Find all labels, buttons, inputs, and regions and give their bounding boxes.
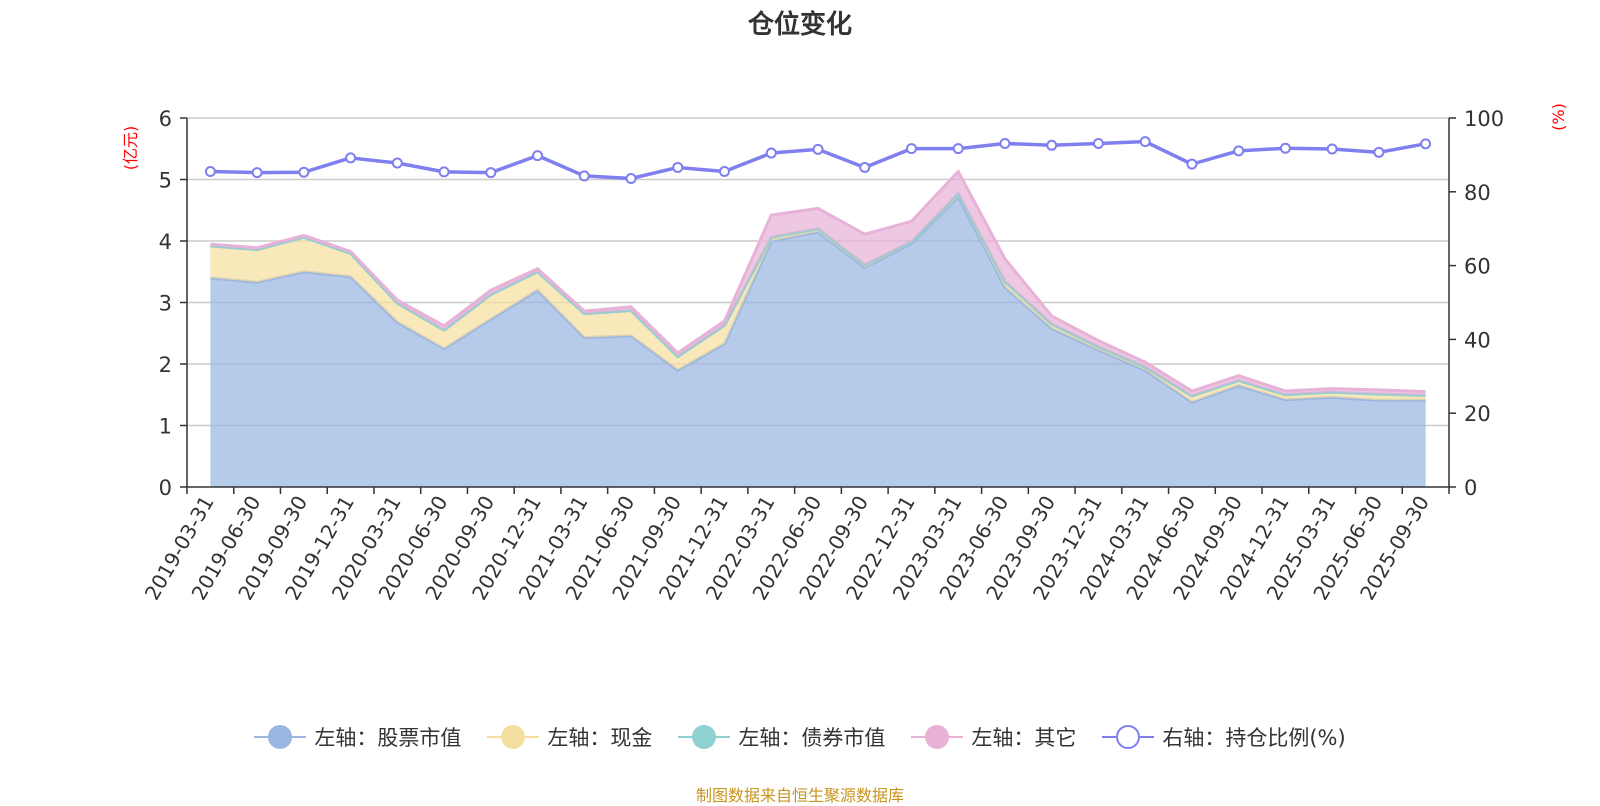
ratio-point bbox=[578, 170, 590, 182]
ratio-point bbox=[1186, 158, 1198, 170]
y-right-tick-label: 0 bbox=[1464, 476, 1477, 500]
y-left-tick-label: 6 bbox=[159, 107, 172, 131]
ratio-point bbox=[952, 143, 964, 155]
y-right-tick-label: 40 bbox=[1464, 328, 1491, 352]
legend-label-bond: 左轴：债券市值 bbox=[738, 726, 886, 750]
y-left-axis-label: (亿元) bbox=[121, 126, 140, 171]
legend-label-ratio: 右轴：持仓比例(%) bbox=[1162, 726, 1346, 750]
legend: 左轴：股票市值 左轴：现金 左轴：债券市值 左轴：其它 右轴：持仓比例(%) bbox=[0, 722, 1600, 752]
legend-item-bond[interactable]: 左轴：债券市值 bbox=[678, 722, 885, 752]
area-other bbox=[210, 171, 1426, 396]
y-right-tick-label: 80 bbox=[1464, 181, 1491, 205]
legend-marker-bond bbox=[678, 724, 731, 750]
ratio-point bbox=[905, 143, 917, 155]
legend-item-other[interactable]: 左轴：其它 bbox=[911, 722, 1076, 752]
y-right-tick-label: 20 bbox=[1464, 402, 1491, 426]
ratio-point bbox=[1279, 142, 1291, 154]
ratio-point bbox=[251, 167, 263, 179]
legend-label-other: 左轴：其它 bbox=[971, 726, 1077, 750]
legend-item-stock[interactable]: 左轴：股票市值 bbox=[254, 722, 461, 752]
legend-label-stock: 左轴：股票市值 bbox=[314, 726, 462, 750]
ratio-point bbox=[859, 161, 871, 173]
chart-title: 仓位变化 bbox=[747, 10, 852, 40]
ratio-point bbox=[765, 147, 777, 159]
ratio-point bbox=[672, 161, 684, 173]
source-note: 制图数据来自恒生聚源数据库 bbox=[695, 786, 904, 805]
ratio-point bbox=[1420, 138, 1432, 150]
ratio-point bbox=[204, 166, 216, 178]
y-right-axis-label: (%) bbox=[1549, 103, 1568, 131]
ratio-point bbox=[345, 152, 357, 164]
legend-label-cash: 左轴：现金 bbox=[547, 726, 653, 750]
ratio-point bbox=[1326, 143, 1338, 155]
ratio-point bbox=[812, 143, 824, 155]
legend-item-cash[interactable]: 左轴：现金 bbox=[487, 722, 652, 752]
y-right-tick-label: 60 bbox=[1464, 255, 1491, 279]
legend-item-ratio[interactable]: 右轴：持仓比例(%) bbox=[1102, 722, 1346, 752]
area-stock bbox=[210, 196, 1426, 487]
y-left-tick-label: 1 bbox=[159, 415, 172, 439]
y-left-tick-label: 5 bbox=[159, 169, 172, 193]
y-left-tick-label: 4 bbox=[159, 230, 172, 254]
legend-marker-ratio bbox=[1102, 724, 1155, 750]
ratio-point bbox=[532, 150, 544, 162]
legend-marker-stock bbox=[254, 724, 307, 750]
y-left-tick-label: 2 bbox=[159, 353, 172, 377]
legend-marker-other bbox=[911, 724, 964, 750]
ratio-point bbox=[1092, 137, 1104, 149]
ratio-line-layer bbox=[204, 136, 1432, 185]
ratio-point bbox=[999, 137, 1011, 149]
y-right-tick-label: 100 bbox=[1464, 107, 1504, 131]
ratio-point bbox=[298, 166, 310, 178]
legend-marker-cash bbox=[487, 724, 540, 750]
ratio-point bbox=[1233, 145, 1245, 157]
ratio-point bbox=[485, 167, 497, 179]
ratio-point bbox=[1139, 136, 1151, 148]
area-edge-other bbox=[210, 170, 1426, 394]
stacked-areas bbox=[210, 170, 1426, 487]
ratio-point bbox=[391, 157, 403, 169]
y-left-tick-label: 3 bbox=[159, 292, 172, 316]
ratio-point bbox=[1373, 146, 1385, 158]
ratio-point bbox=[1046, 139, 1058, 151]
y-left-tick-label: 0 bbox=[159, 476, 172, 500]
ratio-point bbox=[625, 173, 637, 185]
ratio-point bbox=[438, 166, 450, 178]
ratio-point bbox=[719, 166, 731, 178]
